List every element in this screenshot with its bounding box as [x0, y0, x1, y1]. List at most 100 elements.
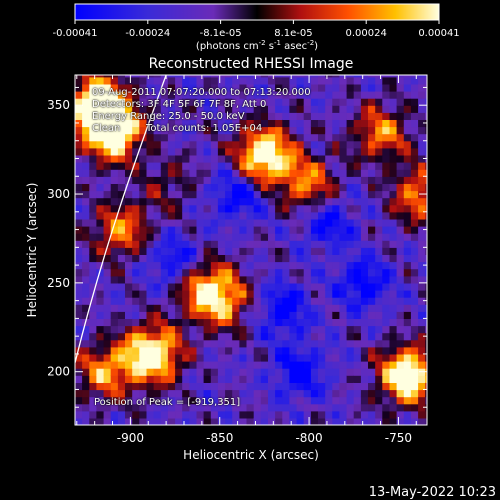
- heatmap-cell: [160, 112, 169, 120]
- heatmap-cell: [103, 417, 112, 425]
- heatmap-cell: [346, 154, 355, 163]
- heatmap-cell: [275, 261, 283, 270]
- heatmap-cell: [368, 268, 376, 277]
- heatmap-cell: [296, 190, 305, 199]
- heatmap-cell: [210, 233, 219, 241]
- heatmap-cell: [89, 361, 97, 369]
- heatmap-cell: [375, 105, 383, 113]
- heatmap-cell: [175, 290, 183, 298]
- heatmap-cell: [368, 140, 376, 149]
- heatmap-cell: [246, 282, 255, 291]
- heatmap-cell: [353, 346, 362, 355]
- heatmap-cell: [268, 290, 276, 298]
- heatmap-cell: [382, 183, 390, 192]
- heatmap-cell: [282, 353, 290, 362]
- heatmap-cell: [389, 325, 398, 334]
- heatmap-cell: [396, 75, 405, 78]
- heatmap-cell: [125, 368, 133, 376]
- heatmap-cell: [418, 325, 426, 334]
- heatmap-cell: [275, 282, 283, 291]
- heatmap-cell: [275, 183, 283, 192]
- heatmap-cell: [203, 176, 212, 184]
- heatmap-cell: [418, 389, 426, 398]
- heatmap-cell: [310, 368, 319, 376]
- heatmap-cell: [96, 361, 105, 369]
- heatmap-cell: [382, 226, 390, 234]
- heatmap-cell: [339, 233, 348, 241]
- heatmap-cell: [167, 375, 176, 383]
- heatmap-cell: [153, 226, 162, 234]
- heatmap-cell: [403, 183, 412, 192]
- heatmap-cell: [368, 297, 376, 305]
- heatmap-cell: [310, 261, 319, 270]
- heatmap-cell: [253, 353, 262, 362]
- heatmap-cell: [318, 311, 326, 319]
- heatmap-cell: [325, 147, 333, 156]
- heatmap-cell: [282, 389, 290, 398]
- heatmap-cell: [310, 311, 319, 319]
- heatmap-cell: [103, 339, 112, 348]
- heatmap-cell: [117, 83, 126, 92]
- heatmap-cell: [182, 275, 190, 284]
- heatmap-cell: [310, 318, 319, 327]
- heatmap-cell: [403, 240, 412, 248]
- heatmap-cell: [410, 76, 419, 85]
- heatmap-cell: [75, 282, 83, 291]
- heatmap-cell: [103, 396, 112, 405]
- heatmap-cell: [132, 318, 140, 327]
- heatmap-cell: [310, 297, 319, 305]
- heatmap-cell: [296, 268, 305, 277]
- heatmap-cell: [146, 83, 155, 92]
- heatmap-cell: [75, 233, 83, 241]
- heatmap-cell: [425, 361, 427, 369]
- heatmap-cell: [160, 91, 169, 99]
- heatmap-cell: [353, 332, 362, 341]
- heatmap-cell: [268, 297, 276, 305]
- heatmap-cell: [132, 147, 140, 156]
- heatmap-cell: [153, 247, 162, 255]
- heatmap-cell: [353, 98, 362, 106]
- heatmap-cell: [346, 169, 355, 177]
- heatmap-cell: [382, 105, 390, 113]
- heatmap-cell: [110, 91, 119, 99]
- heatmap-cell: [146, 275, 155, 284]
- heatmap-cell: [182, 339, 190, 348]
- heatmap-cell: [246, 396, 255, 405]
- heatmap-cell: [89, 91, 97, 99]
- heatmap-cell: [375, 311, 383, 319]
- heatmap-cell: [182, 190, 190, 199]
- heatmap-cell: [153, 361, 162, 369]
- heatmap-cell: [282, 318, 290, 327]
- heatmap-cell: [210, 211, 219, 220]
- heatmap-cell: [203, 282, 212, 291]
- heatmap-cell: [103, 112, 112, 120]
- heatmap-cell: [303, 119, 312, 128]
- heatmap-cell: [139, 311, 147, 319]
- heatmap-cell: [239, 91, 248, 99]
- heatmap-cell: [182, 169, 190, 177]
- heatmap-cell: [203, 417, 212, 425]
- heatmap-cell: [132, 133, 140, 142]
- heatmap-cell: [303, 226, 312, 234]
- heatmap-cell: [403, 162, 412, 170]
- heatmap-cell: [339, 290, 348, 298]
- heatmap-cell: [268, 91, 276, 99]
- heatmap-cell: [75, 353, 83, 362]
- heatmap-cell: [182, 197, 190, 206]
- render-date: 13-May-2022 10:23: [369, 485, 496, 500]
- heatmap-cell: [318, 169, 326, 177]
- heatmap-cell: [403, 233, 412, 241]
- heatmap-cell: [89, 75, 97, 78]
- heatmap-cell: [167, 361, 176, 369]
- heatmap-cell: [189, 417, 198, 425]
- heatmap-cell: [260, 247, 269, 255]
- heatmap-cell: [282, 368, 290, 376]
- heatmap-cell: [117, 162, 126, 170]
- heatmap-cell: [246, 417, 255, 425]
- heatmap-cell: [103, 268, 112, 277]
- heatmap-cell: [110, 140, 119, 149]
- heatmap-cell: [75, 275, 83, 284]
- heatmap-cell: [375, 218, 383, 227]
- heatmap-cell: [318, 162, 326, 170]
- heatmap-cell: [160, 375, 169, 383]
